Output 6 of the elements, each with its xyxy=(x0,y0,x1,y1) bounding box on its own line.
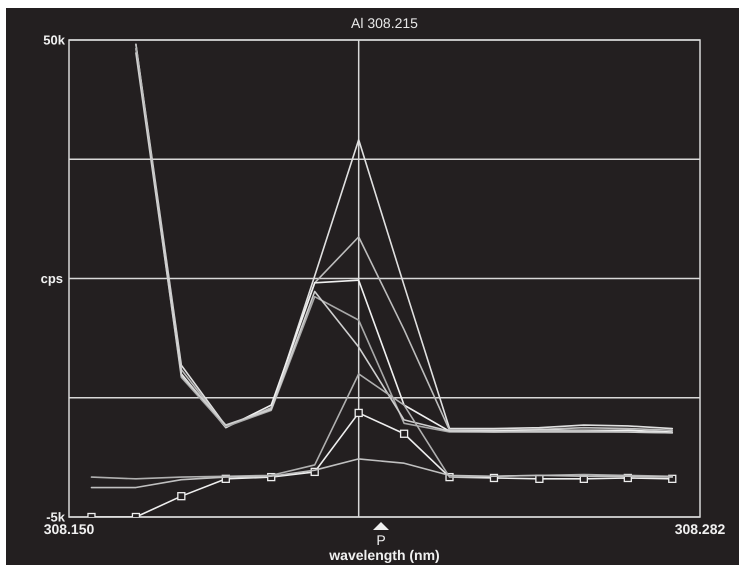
text: P xyxy=(376,532,386,548)
x-tick-label: 308.282 xyxy=(674,521,726,537)
y-axis-title: cps xyxy=(40,271,63,286)
chart-title: Al 308.215 xyxy=(351,15,418,31)
y-tick-label: 50k xyxy=(43,32,66,48)
x-axis-title: wavelength (nm) xyxy=(328,547,440,563)
